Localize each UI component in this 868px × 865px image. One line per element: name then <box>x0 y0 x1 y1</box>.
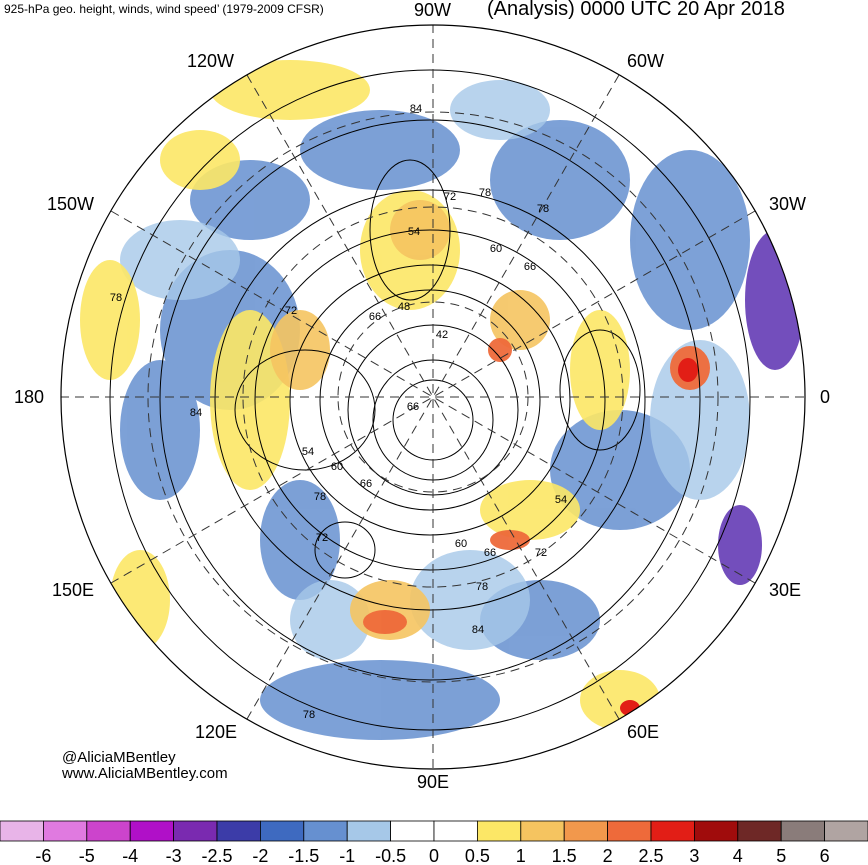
contour-label: 54 <box>555 494 567 506</box>
contour-label: 78 <box>476 581 488 593</box>
colorbar-tick-label: -6 <box>35 846 51 865</box>
colorbar-cell <box>86 820 131 842</box>
contour-label: 60 <box>331 461 343 473</box>
colorbar-cell <box>563 820 609 842</box>
colorbar-cell <box>737 820 782 842</box>
colorbar-cell <box>390 820 435 842</box>
longitude-label-60e: 60E <box>627 722 660 742</box>
colorbar-tick-label: 6 <box>820 846 830 865</box>
colorbar-cell <box>476 820 522 842</box>
colorbar-tick-label: -3 <box>166 846 182 865</box>
colorbar-tick-label: 4 <box>733 846 743 865</box>
colorbar-tick-label: -1.5 <box>288 846 319 865</box>
colorbar-cells <box>0 820 868 842</box>
credit-website: www.AliciaMBentley.com <box>62 765 228 782</box>
colorbar-cell <box>173 820 218 842</box>
colorbar-cell <box>433 820 478 842</box>
colorbar-tick-label: -4 <box>122 846 138 865</box>
contour-label: 54 <box>302 446 314 458</box>
credit-handle: @AliciaMBentley <box>62 749 176 766</box>
longitude-label-0: 0 <box>820 387 831 407</box>
colorbar-tick-label: -5 <box>79 846 95 865</box>
colorbar-tick-label: 1 <box>516 846 526 865</box>
colorbar-tick-label: -2.5 <box>201 846 232 865</box>
colorbar-tick-labels: -6 -5 -4 -3 -2.5 -2 -1.5 -1 -0.5 0 0.5 1 1.5 2 2.5 3 4 5 6 <box>35 846 829 865</box>
colorbar-tick-label: 3 <box>689 846 699 865</box>
contour-label: 72 <box>316 532 328 544</box>
colorbar: -6 -5 -4 -3 -2.5 -2 -1.5 -1 -0.5 0 0.5 1 1.5 2 2.5 3 4 5 6 <box>0 820 868 865</box>
strong-positive-shading <box>363 338 710 634</box>
colorbar-cell <box>43 820 88 842</box>
longitude-label-180: 180 <box>14 387 45 407</box>
contour-label: 60 <box>455 538 467 550</box>
height-contours <box>109 69 751 731</box>
longitude-label-120e: 120E <box>195 722 238 742</box>
contour-label: 66 <box>369 311 381 323</box>
contour-label: 72 <box>444 191 456 203</box>
contour-label: 66 <box>407 401 419 413</box>
colorbar-tick-label: -0.5 <box>375 846 406 865</box>
longitude-label-90w: 90W <box>414 0 452 20</box>
contour-label: 60 <box>490 243 502 255</box>
map-fields <box>61 25 805 769</box>
colorbar-cell <box>0 820 44 842</box>
longitude-label-90e: 90E <box>417 772 450 792</box>
contour-label: 72 <box>535 547 547 559</box>
colorbar-cell <box>346 820 392 842</box>
contour-label: 54 <box>408 226 420 238</box>
colorbar-cell <box>650 820 695 842</box>
polar-map: 84 72 78 78 54 60 66 66 48 42 72 78 84 6… <box>60 24 806 770</box>
colorbar-cell <box>216 820 261 842</box>
contour-label: 84 <box>472 624 484 636</box>
colorbar-cell <box>824 820 868 842</box>
colorbar-tick-label: 0 <box>429 846 439 865</box>
contour-label: 84 <box>410 103 422 115</box>
contour-label: 78 <box>479 187 491 199</box>
chart-title-left: 925-hPa geo. height, winds, wind speed’ … <box>4 2 324 16</box>
contour-label: 72 <box>285 305 297 317</box>
colorbar-tick-label: -2 <box>252 846 268 865</box>
longitude-label-150e: 150E <box>52 580 95 600</box>
longitude-label-30e: 30E <box>769 580 802 600</box>
contour-label: 78 <box>303 709 315 721</box>
contour-label: 78 <box>537 203 549 215</box>
colorbar-cell <box>259 820 305 842</box>
longitude-label-150w: 150W <box>47 194 95 214</box>
chart-title-right: (Analysis) 0000 UTC 20 Apr 2018 <box>487 0 785 20</box>
colorbar-cell <box>607 820 652 842</box>
colorbar-tick-label: 2 <box>603 846 613 865</box>
contour-label: 66 <box>524 261 536 273</box>
map-boundary <box>60 24 806 770</box>
contour-label: 78 <box>314 491 326 503</box>
colorbar-tick-label: 5 <box>776 846 786 865</box>
contour-label: 66 <box>484 547 496 559</box>
longitude-label-120w: 120W <box>187 51 235 71</box>
longitude-label-60w: 60W <box>627 51 665 71</box>
contour-label-group: 84 72 78 78 54 60 66 66 48 42 72 78 84 6… <box>110 103 567 721</box>
colorbar-tick-label: 1.5 <box>552 846 577 865</box>
contour-label: 42 <box>436 329 448 341</box>
colorbar-cell <box>780 820 826 842</box>
colorbar-cell <box>694 820 739 842</box>
colorbar-cell <box>520 820 565 842</box>
longitude-label-30w: 30W <box>769 194 807 214</box>
colorbar-cell <box>129 820 174 842</box>
contour-label: 66 <box>360 478 372 490</box>
contour-label: 84 <box>190 407 202 419</box>
colorbar-tick-label: -1 <box>339 846 355 865</box>
colorbar-tick-label: 0.5 <box>465 846 490 865</box>
colorbar-tick-label: 2.5 <box>638 846 663 865</box>
colorbar-cell <box>303 820 348 842</box>
graticule <box>61 25 805 769</box>
contour-label: 78 <box>110 292 122 304</box>
contour-label: 48 <box>398 301 410 313</box>
